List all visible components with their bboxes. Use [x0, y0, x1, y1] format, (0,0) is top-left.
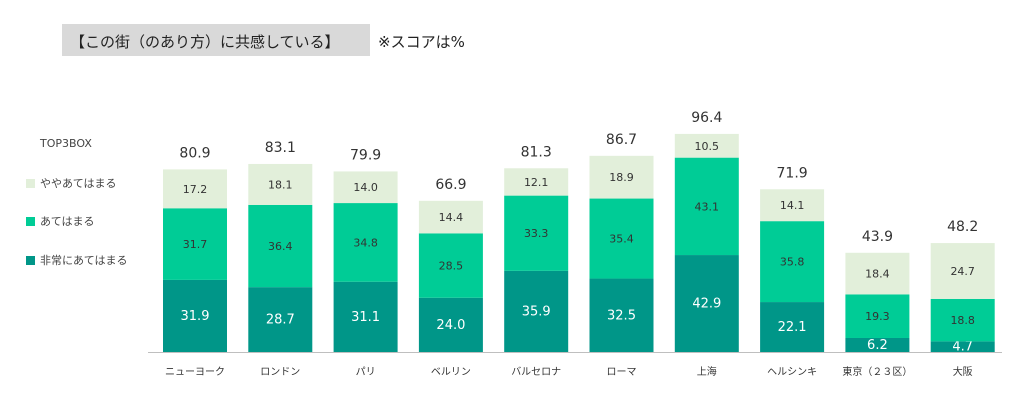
data-label: 14.0: [353, 181, 378, 194]
bar-segment: [845, 252, 910, 295]
bar-segment: [674, 133, 739, 158]
chart-title: 【この街（のあり方）に共感している】: [70, 33, 340, 51]
title-background: [62, 24, 370, 56]
bar-segment: [589, 278, 654, 352]
data-label: 35.8: [780, 256, 805, 269]
legend-swatch-somewhat: [26, 178, 35, 188]
bar-segment: [845, 294, 910, 338]
legend-label-somewhat: ややあてはまる: [40, 177, 117, 190]
data-label: 4.7: [952, 340, 973, 355]
data-label: 18.4: [865, 268, 890, 281]
score-note: ※スコアは%: [378, 33, 465, 51]
data-label: 14.1: [780, 199, 805, 212]
total-label: 80.9: [179, 145, 210, 161]
data-label: 24.0: [436, 318, 465, 333]
data-label: 43.1: [695, 200, 720, 213]
bar-segment: [760, 189, 825, 222]
bar-segment: [504, 270, 569, 352]
category-label: ニューヨーク: [165, 366, 225, 378]
bar-segment: [930, 298, 995, 342]
bar-segment: [930, 243, 995, 299]
data-label: 28.7: [266, 313, 295, 328]
total-label: 81.3: [521, 144, 552, 160]
bar-segment: [248, 163, 313, 205]
bar-segment: [418, 200, 483, 234]
total-label: 43.9: [862, 229, 893, 245]
legend-item-strongly: 非常にあてはまる: [26, 253, 128, 267]
data-label: 18.9: [609, 171, 634, 184]
data-label: 22.1: [778, 320, 807, 335]
data-label: 14.4: [439, 211, 464, 224]
total-label: 86.7: [606, 132, 637, 148]
data-label: 6.2: [867, 338, 888, 353]
data-label: 32.5: [607, 308, 636, 323]
bar-segment: [333, 203, 398, 282]
data-label: 18.8: [950, 314, 975, 327]
bar-segment: [589, 155, 654, 199]
bar-segment: [760, 221, 825, 303]
data-label: 12.1: [524, 176, 549, 189]
bar-segment: [418, 233, 483, 298]
legend-swatch-applies: [26, 216, 35, 226]
category-label: ベルリン: [431, 366, 471, 378]
bar-segment: [845, 337, 910, 352]
data-label: 36.4: [268, 240, 293, 253]
data-label: 31.7: [183, 238, 208, 251]
bar-segment: [674, 255, 739, 352]
total-label: 83.1: [265, 140, 296, 156]
data-label: 35.4: [609, 233, 634, 246]
total-label: 96.4: [691, 110, 722, 126]
data-label: 34.8: [353, 236, 378, 249]
bar-segment: [248, 287, 313, 352]
legend-swatch-strongly: [26, 255, 35, 265]
legend-label-strongly: 非常にあてはまる: [40, 254, 128, 267]
data-label: 42.9: [692, 297, 721, 312]
data-label: 31.9: [181, 309, 210, 324]
bar-segment: [760, 302, 825, 352]
data-label: 17.2: [183, 183, 208, 196]
data-label: 19.3: [865, 310, 890, 323]
bar-segment: [930, 341, 995, 352]
legend-label-applies: あてはまる: [40, 215, 95, 228]
total-label: 71.9: [777, 165, 808, 181]
bar-segment: [504, 168, 569, 196]
category-label: 東京（２３区）: [842, 365, 912, 378]
bar-segment: [163, 279, 227, 352]
legend-item-applies: あてはまる: [26, 214, 95, 228]
category-label: ローマ: [607, 367, 637, 378]
data-label: 31.1: [351, 310, 380, 325]
bar-segment: [418, 297, 483, 352]
data-label: 33.3: [524, 227, 549, 240]
category-label: ロンドン: [260, 367, 300, 378]
total-label: 66.9: [435, 177, 466, 193]
bar-segment: [248, 204, 313, 288]
data-label: 35.9: [522, 304, 551, 319]
category-label: 上海: [697, 365, 717, 378]
data-label: 28.5: [439, 260, 464, 273]
total-label: 79.9: [350, 147, 381, 163]
bar-segment: [589, 198, 654, 279]
bar-segment: [163, 169, 227, 209]
legend-heading: TOP3BOX: [40, 137, 92, 150]
bar-segment: [504, 195, 569, 271]
category-label: パリ: [356, 366, 376, 378]
category-label: バルセロナ: [511, 366, 561, 378]
category-label: 大阪: [953, 365, 973, 378]
category-label: ヘルシンキ: [767, 367, 817, 378]
legend-item-somewhat: ややあてはまる: [26, 176, 117, 190]
bar-segment: [333, 281, 398, 352]
total-label: 48.2: [947, 219, 978, 235]
bar-segment: [163, 208, 227, 280]
data-label: 24.7: [950, 265, 975, 278]
bar-segment: [674, 157, 739, 256]
data-label: 18.1: [268, 178, 293, 191]
bar-segment: [333, 171, 398, 204]
data-label: 10.5: [695, 140, 720, 153]
